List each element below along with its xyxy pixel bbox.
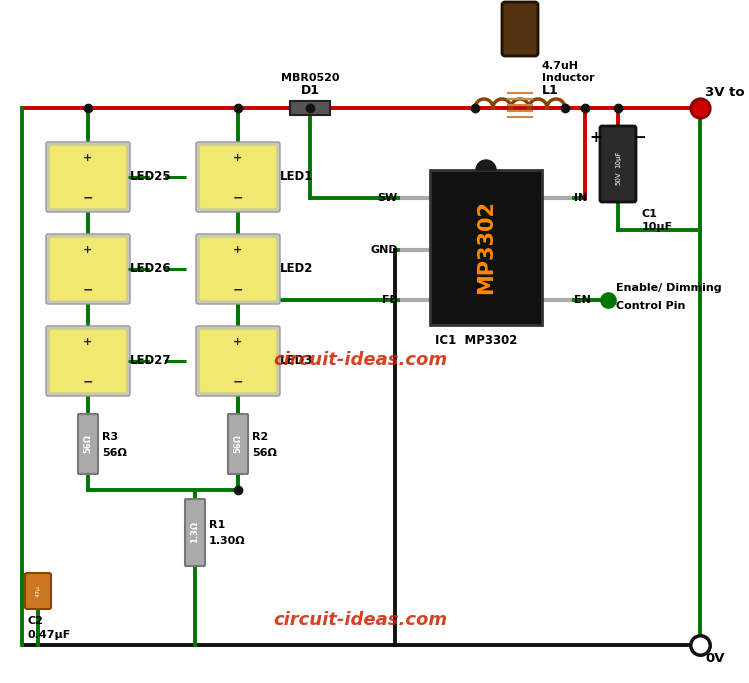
- Bar: [290, 101, 330, 115]
- Text: circuit-ideas.com: circuit-ideas.com: [273, 611, 447, 629]
- Text: −: −: [233, 376, 243, 389]
- FancyBboxPatch shape: [46, 326, 130, 396]
- Text: C1: C1: [642, 209, 658, 219]
- Text: 0.47μF: 0.47μF: [27, 630, 70, 640]
- Text: MP3302: MP3302: [476, 200, 496, 294]
- Text: C2: C2: [27, 616, 43, 626]
- Text: LED27: LED27: [130, 354, 172, 367]
- Text: Control Pin: Control Pin: [616, 301, 685, 311]
- Text: D1: D1: [300, 83, 320, 96]
- Bar: [430, 170, 542, 325]
- Text: −: −: [82, 191, 93, 204]
- FancyBboxPatch shape: [502, 2, 538, 56]
- Text: −: −: [82, 283, 93, 296]
- FancyBboxPatch shape: [78, 414, 98, 474]
- FancyBboxPatch shape: [49, 237, 127, 301]
- FancyBboxPatch shape: [185, 499, 205, 566]
- Text: −: −: [82, 376, 93, 389]
- Text: 1.30Ω: 1.30Ω: [209, 536, 246, 546]
- Text: 3V to 6V: 3V to 6V: [705, 85, 749, 98]
- Text: 4.7uH: 4.7uH: [542, 61, 579, 71]
- FancyBboxPatch shape: [600, 126, 636, 202]
- Text: +: +: [83, 153, 93, 163]
- FancyBboxPatch shape: [228, 414, 248, 474]
- Text: 56Ω: 56Ω: [234, 434, 243, 454]
- Text: MBR0520: MBR0520: [281, 73, 339, 83]
- Text: LED1: LED1: [280, 171, 313, 184]
- Text: Inductor: Inductor: [542, 73, 595, 83]
- Text: +: +: [234, 153, 243, 163]
- Text: −: −: [634, 130, 646, 145]
- Text: L1: L1: [542, 83, 559, 96]
- Text: 0V: 0V: [705, 652, 724, 665]
- Polygon shape: [476, 160, 496, 170]
- FancyBboxPatch shape: [199, 237, 277, 301]
- Text: SW: SW: [377, 193, 398, 203]
- FancyBboxPatch shape: [199, 145, 277, 209]
- FancyBboxPatch shape: [196, 142, 280, 212]
- FancyBboxPatch shape: [199, 329, 277, 393]
- Text: −: −: [233, 191, 243, 204]
- FancyBboxPatch shape: [49, 145, 127, 209]
- Text: +: +: [589, 130, 602, 145]
- Text: LED3: LED3: [280, 354, 313, 367]
- Text: R3: R3: [102, 432, 118, 442]
- Text: +: +: [83, 337, 93, 347]
- Text: +: +: [83, 245, 93, 255]
- Text: LED26: LED26: [130, 262, 172, 275]
- Text: IC1  MP3302: IC1 MP3302: [435, 335, 518, 348]
- Text: −: −: [233, 283, 243, 296]
- FancyBboxPatch shape: [196, 326, 280, 396]
- Text: 50V: 50V: [615, 171, 621, 185]
- Text: LED25: LED25: [130, 171, 172, 184]
- FancyBboxPatch shape: [49, 329, 127, 393]
- Text: +: +: [234, 245, 243, 255]
- Text: Enable/ Dimming: Enable/ Dimming: [616, 283, 721, 293]
- Text: FB: FB: [382, 295, 398, 305]
- Text: EN: EN: [574, 295, 591, 305]
- Text: circuit-ideas.com: circuit-ideas.com: [273, 351, 447, 369]
- FancyBboxPatch shape: [25, 573, 51, 609]
- Text: R2: R2: [252, 432, 268, 442]
- Text: 10μF: 10μF: [615, 150, 621, 168]
- Text: 1.3Ω: 1.3Ω: [190, 521, 199, 543]
- Text: 10μF: 10μF: [642, 222, 673, 232]
- Text: 47μ: 47μ: [35, 585, 40, 597]
- Text: 56Ω: 56Ω: [83, 434, 92, 454]
- Text: +: +: [234, 337, 243, 347]
- Text: R1: R1: [209, 520, 225, 530]
- Text: GND: GND: [370, 245, 398, 255]
- Text: 56Ω: 56Ω: [102, 448, 127, 458]
- Text: LED2: LED2: [280, 262, 313, 275]
- FancyBboxPatch shape: [46, 142, 130, 212]
- FancyBboxPatch shape: [46, 234, 130, 304]
- FancyBboxPatch shape: [196, 234, 280, 304]
- Text: IN: IN: [574, 193, 587, 203]
- Text: 56Ω: 56Ω: [252, 448, 277, 458]
